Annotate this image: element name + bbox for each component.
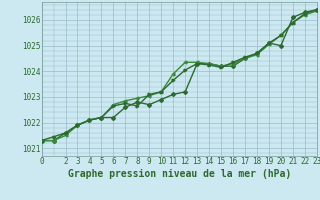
X-axis label: Graphe pression niveau de la mer (hPa): Graphe pression niveau de la mer (hPa) xyxy=(68,169,291,179)
